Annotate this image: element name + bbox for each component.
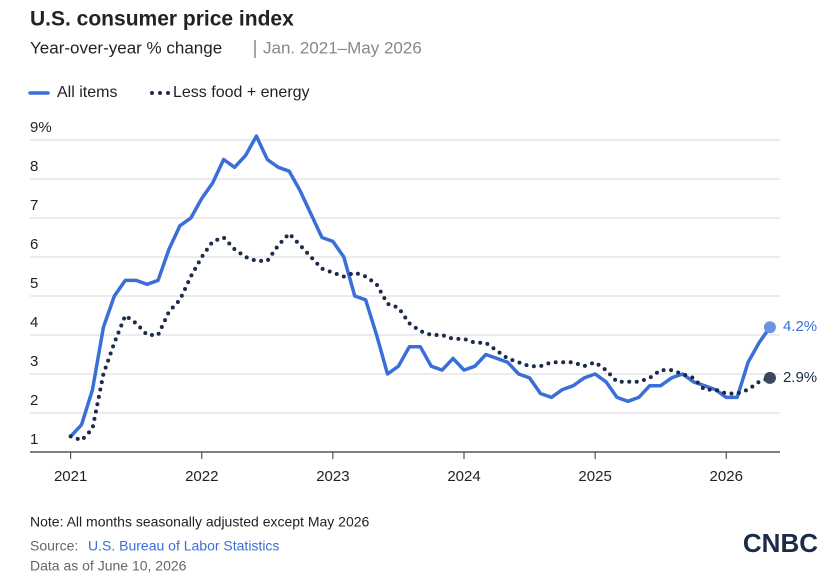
y-tick-label: 5 (30, 275, 38, 292)
y-tick-label: 4 (30, 314, 38, 331)
end-point (763, 321, 776, 334)
subtitle: Year-over-year % change (30, 38, 222, 57)
end-point (763, 371, 776, 384)
source-link[interactable]: U.S. Bureau of Labor Statistics (88, 538, 279, 554)
x-tick-label: 2021 (54, 468, 87, 485)
note: Note: All months seasonally adjusted exc… (30, 514, 370, 530)
chart-title: U.S. consumer price index (30, 8, 294, 31)
y-tick-label: 6 (30, 236, 38, 253)
legend-label: Less food + energy (173, 84, 310, 101)
value-label: 4.2% (783, 318, 817, 335)
value-label: 2.9% (783, 369, 817, 386)
y-tick-label: 9% (30, 119, 52, 136)
y-tick-label: 7 (30, 197, 38, 214)
subtitle-note: Jan. 2021–May 2026 (263, 38, 422, 57)
data-date: Data as of June 10, 2026 (30, 558, 187, 574)
y-tick-label: 3 (30, 353, 38, 370)
x-tick-label: 2025 (578, 468, 611, 485)
logo: CNBC (743, 528, 818, 558)
y-tick-label: 2 (30, 392, 38, 409)
legend-label: All items (57, 84, 117, 101)
x-tick-label: 2024 (447, 468, 480, 485)
x-tick-label: 2022 (185, 468, 218, 485)
source-label: Source: (30, 538, 78, 554)
y-tick-label: 8 (30, 158, 38, 175)
y-tick-label: 1 (30, 431, 38, 448)
x-tick-label: 2026 (710, 468, 743, 485)
series-line (68, 231, 772, 443)
series-line (68, 134, 772, 439)
x-tick-label: 2023 (316, 468, 349, 485)
